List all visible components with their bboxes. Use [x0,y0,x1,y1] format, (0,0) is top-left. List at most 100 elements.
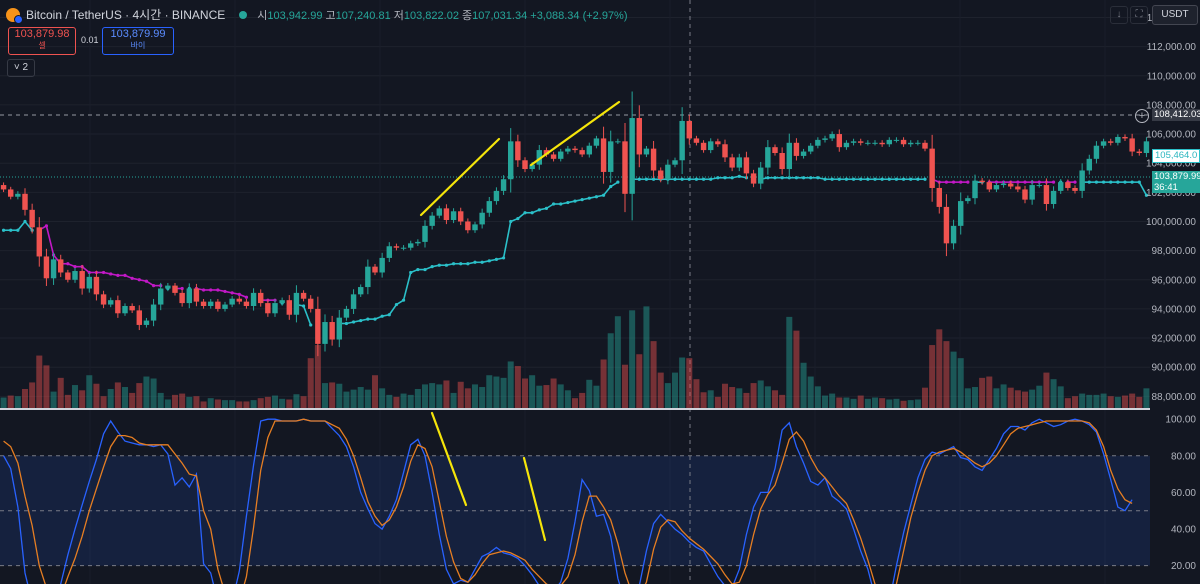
volume-bar [564,390,571,408]
volume-bar [157,392,164,408]
volume-bar [1064,398,1071,408]
volume-bar [43,365,50,408]
buy-button[interactable]: 103,879.99 바이 [102,27,174,55]
volume-bar [686,358,693,408]
symbol-title[interactable]: Bitcoin / TetherUS · 4시간 · BINANCE [26,8,226,22]
volume-bar [893,398,900,408]
volume-bar [743,392,750,408]
candle-body [115,300,121,314]
price-axis-tick: 106,000.00 [1146,130,1196,141]
candle-body [536,150,542,165]
volume-bar [400,393,407,408]
volume-bar [600,359,607,408]
volume-bar [293,394,300,408]
candle-body [122,306,128,314]
volume-bar [1043,372,1050,408]
stoch-axis-tick: 80.00 [1171,451,1196,462]
candle-body [1058,182,1064,191]
volume-bar [729,387,736,408]
candle-body [250,292,257,306]
candle-body [1022,189,1028,200]
candle-body [186,288,192,304]
supertrend-segment [17,220,26,231]
stoch-axis-tick: 100.00 [1165,415,1196,426]
volume-bar [814,386,821,408]
candle-body [350,294,357,309]
volume-bar [357,387,364,408]
volume-bar [272,395,278,408]
candle-body [608,141,614,172]
candle-body [1143,141,1150,153]
candle-body [422,225,428,242]
last-price-value: 103,879.99 [1154,171,1200,182]
volume-bar [214,399,221,408]
candle-body [1043,185,1050,204]
volume-bar [914,399,921,408]
candle-body [872,142,878,144]
volume-bar [886,399,893,408]
candle-body [100,294,107,305]
candle-body [215,301,221,309]
candle-body [1050,190,1057,204]
volume-bar [1057,386,1064,408]
candle-body [900,139,907,145]
volume-bar [864,398,871,408]
volume-bar [836,397,843,408]
candle-body [343,308,350,318]
candle-body [1079,170,1085,191]
candle-body [950,225,957,244]
candle-body [679,120,685,161]
candle-body [886,139,892,145]
pane-separator [0,408,1150,410]
volume-bar [407,394,414,408]
volume-bar [1136,396,1143,408]
volume-bar [1079,393,1086,408]
volume-bar [350,389,357,408]
volume-bar [64,394,71,408]
candle-body [1129,138,1135,152]
candle-body [236,298,242,302]
candle-body [929,148,935,188]
candle-body [1065,182,1071,188]
candle-body [465,221,471,231]
candle-body [486,201,492,213]
candle-body [579,150,585,155]
volume-bar [593,385,600,408]
candle-body [208,301,214,306]
candle-body [108,300,114,305]
fullscreen-icon[interactable]: ⛶ [1130,6,1148,24]
volume-bar [829,393,836,408]
sell-button[interactable]: 103,879.98 셀 [8,27,76,55]
volume-bar [336,383,343,408]
volume-bar [1143,388,1150,408]
volume-bar [107,388,114,408]
supertrend-price-label: 105,464.0 [1152,149,1200,163]
supertrend-segment [402,272,412,301]
volume-bar [100,396,107,408]
volume-bar [536,385,543,408]
volume-bar [72,385,78,408]
candle-body [758,167,764,184]
volume-bar [257,398,264,408]
volume-bar [907,400,914,408]
volume-bar [986,376,993,408]
supertrend-point [966,180,970,184]
candle-body [36,227,42,257]
volume-bar [650,341,657,408]
indicators-toggle[interactable]: ˅ 2 [7,59,35,77]
volume-bar [343,391,350,408]
download-icon[interactable]: ↓ [1110,6,1128,24]
volume-bar [522,378,528,408]
open-label: 시 [257,9,268,22]
volume-bar [314,345,321,408]
add-alert-icon[interactable]: + [1135,109,1149,123]
currency-selector[interactable]: USDT [1152,5,1198,25]
volume-bar [464,388,471,408]
candle-body [508,141,514,180]
candle-body [715,141,721,145]
volume-bar [879,398,886,408]
candle-body [243,301,250,306]
volume-bar [857,395,864,408]
candle-body [322,322,328,344]
